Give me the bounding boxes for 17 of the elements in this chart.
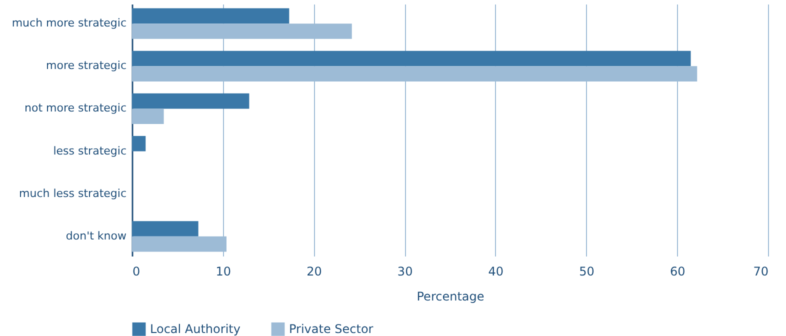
legend-label: Private Sector <box>289 322 374 336</box>
y-tick-label: much less strategic <box>19 186 126 200</box>
x-tick-label: 30 <box>397 264 413 278</box>
x-tick-label: 20 <box>306 264 322 278</box>
x-tick-label: 40 <box>488 264 504 278</box>
y-tick-label: not more strategic <box>24 102 126 115</box>
legend-label: Local Authority <box>150 322 240 336</box>
x-tick-label: 50 <box>579 264 594 278</box>
y-tick-label: much more strategic <box>12 16 126 30</box>
x-tick-label: 0 <box>132 264 140 278</box>
y-tick-label: don't know <box>66 229 126 242</box>
x-tick-label: 10 <box>216 264 231 278</box>
x-tick-label: 70 <box>753 264 768 278</box>
y-tick-label: less strategic <box>53 144 126 158</box>
y-tick-label: more strategic <box>46 59 126 72</box>
x-axis-title: Percentage <box>416 290 484 304</box>
x-tick-label: 60 <box>670 264 686 278</box>
